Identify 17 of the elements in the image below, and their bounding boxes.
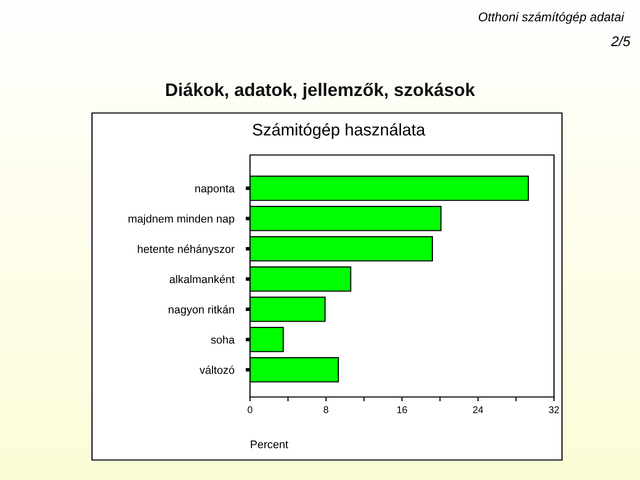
y-tick-label: nagyon ritkán	[168, 305, 234, 316]
x-tick-label: 0	[248, 406, 252, 414]
x-tick-label: 16	[397, 406, 407, 414]
text: Diákok, adatok, jellemzők, szokások	[166, 82, 476, 100]
y-tick-label: alkalmanként	[170, 274, 235, 284]
x-tick-label: 32	[548, 406, 559, 414]
y-tick-label: változó	[200, 366, 234, 374]
text: 2/5	[611, 36, 630, 46]
x-tick-label: 24	[473, 406, 484, 414]
y-tick-label: naponta	[195, 185, 235, 195]
text: Otthoni számítógép adatai	[478, 12, 624, 24]
x-axis-title: Percent	[250, 440, 288, 448]
chart-title: Számitógép használata	[252, 123, 426, 139]
y-tick-label: hetente néhányszor	[138, 244, 235, 256]
x-tick-label: 8	[324, 406, 328, 414]
y-tick-label: majdnem minden nap	[128, 214, 234, 225]
y-tick-label: soha	[210, 336, 235, 344]
